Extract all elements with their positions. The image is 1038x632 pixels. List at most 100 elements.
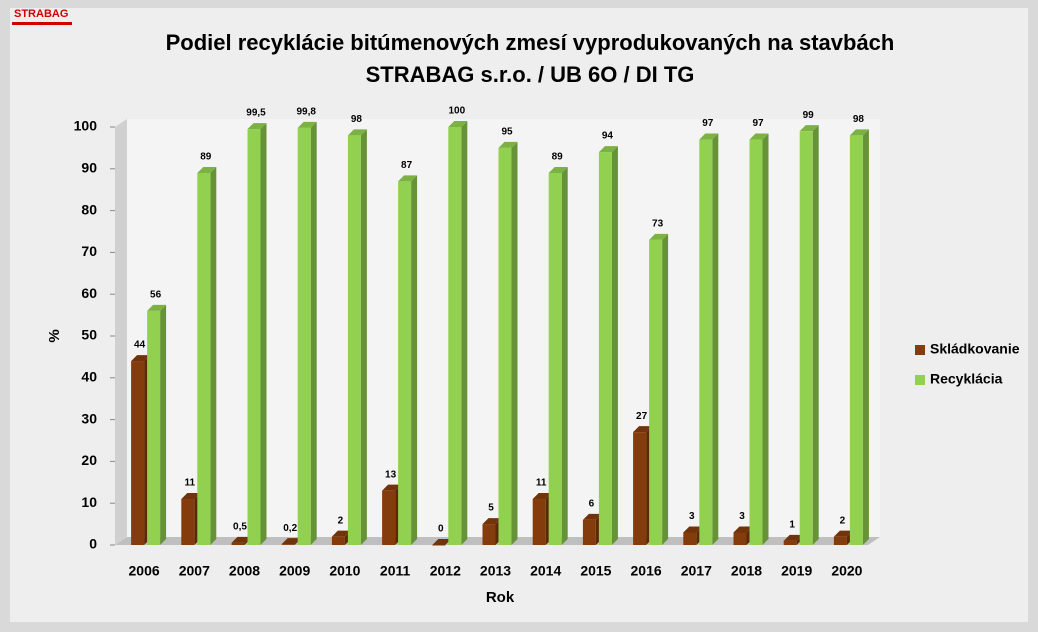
value-label: 98 — [853, 114, 865, 125]
value-label: 5 — [488, 503, 494, 514]
chart-subtitle: STRABAG s.r.o. / UB 6O / DI TG — [366, 62, 695, 87]
value-label: 95 — [501, 127, 513, 138]
bar-top — [633, 426, 653, 433]
x-tick-label: 2019 — [781, 563, 812, 579]
bar — [347, 135, 361, 546]
bar — [297, 127, 311, 545]
bar-side — [662, 233, 669, 546]
bar — [699, 139, 713, 546]
bar — [482, 524, 496, 545]
bar — [582, 519, 596, 545]
value-label: 87 — [401, 160, 413, 171]
bar-top — [197, 166, 217, 173]
bar-side — [461, 121, 468, 545]
x-tick-label: 2015 — [580, 563, 611, 579]
value-label: 11 — [185, 478, 196, 489]
x-tick-label: 2012 — [430, 563, 461, 579]
bar — [598, 152, 612, 545]
legend-label: Skládkovanie — [930, 341, 1020, 357]
bar-top — [281, 538, 301, 545]
bar-top — [799, 125, 819, 132]
value-label: 99 — [803, 110, 815, 121]
y-tick-label: 80 — [81, 201, 97, 217]
bar-top — [331, 530, 351, 537]
bar-side — [712, 133, 719, 546]
bar-top — [231, 536, 251, 543]
y-tick-label: 50 — [81, 327, 97, 343]
bar-top — [532, 493, 552, 500]
value-label: 0,2 — [283, 523, 297, 534]
x-tick-label: 2016 — [631, 563, 662, 579]
bar-top — [598, 146, 618, 153]
value-label: 100 — [448, 106, 465, 117]
x-tick-label: 2013 — [480, 563, 511, 579]
y-tick-label: 90 — [81, 160, 97, 176]
bar-top — [347, 129, 367, 136]
logo: STRABAG — [14, 8, 68, 20]
y-tick-label: 70 — [81, 243, 97, 259]
x-tick-label: 2010 — [329, 563, 360, 579]
bar-side — [862, 129, 869, 546]
x-tick-label: 2008 — [229, 563, 260, 579]
bar-side — [210, 166, 217, 546]
bar-top — [783, 534, 803, 541]
value-label: 89 — [200, 152, 212, 163]
value-label: 6 — [589, 499, 595, 510]
logo-bar — [12, 22, 72, 25]
x-tick-label: 2006 — [129, 563, 160, 579]
x-tick-label: 2017 — [681, 563, 712, 579]
y-tick-label: 100 — [74, 118, 98, 134]
bar — [147, 310, 161, 545]
x-tick-label: 2007 — [179, 563, 210, 579]
bar — [448, 127, 462, 545]
value-label: 2 — [338, 515, 344, 526]
bar — [649, 239, 663, 546]
bar-top — [699, 133, 719, 140]
bar-top — [548, 166, 568, 173]
y-tick-label: 30 — [81, 410, 97, 426]
bar — [498, 147, 512, 545]
bar — [833, 536, 847, 545]
bar-side — [360, 129, 367, 546]
bar-side — [310, 121, 317, 545]
bar — [197, 172, 211, 546]
bar-top — [181, 493, 201, 500]
side-wall — [115, 119, 127, 545]
value-label: 94 — [602, 131, 614, 142]
bar — [432, 545, 446, 546]
bar-side — [561, 166, 568, 546]
bar — [398, 181, 412, 545]
bar — [548, 172, 562, 546]
value-label: 1 — [789, 519, 795, 530]
value-label: 3 — [689, 511, 695, 522]
bar-side — [260, 123, 267, 545]
value-label: 3 — [739, 511, 745, 522]
bar-top — [683, 526, 703, 533]
bar — [783, 540, 797, 545]
value-label: 97 — [752, 118, 764, 129]
bar-top — [582, 513, 602, 520]
y-axis-label: % — [46, 329, 63, 342]
bar-side — [611, 146, 618, 545]
y-tick-label: 0 — [89, 536, 97, 552]
x-axis-label: Rok — [486, 589, 515, 606]
bar-side — [812, 125, 819, 546]
bar-side — [511, 141, 518, 545]
value-label: 0 — [438, 524, 444, 535]
bar-top — [382, 484, 402, 491]
bar-top — [833, 530, 853, 537]
bar — [382, 490, 396, 545]
bar — [733, 532, 747, 545]
y-tick-label: 40 — [81, 369, 97, 385]
bar-side — [411, 175, 418, 545]
bar-top — [147, 304, 167, 311]
value-label: 13 — [385, 469, 397, 480]
bar-top — [849, 129, 869, 136]
bar-top — [482, 518, 502, 525]
bar — [131, 361, 145, 545]
value-label: 97 — [702, 118, 714, 129]
y-tick-label: 60 — [81, 285, 97, 301]
bar-top — [131, 355, 151, 362]
x-tick-label: 2020 — [831, 563, 862, 579]
